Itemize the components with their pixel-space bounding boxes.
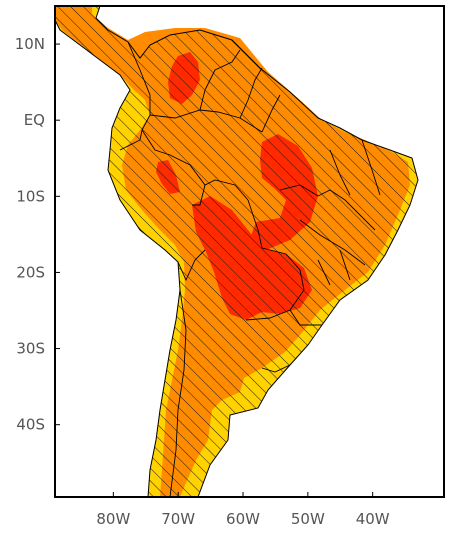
latitude-label: EQ xyxy=(24,111,45,129)
latitude-label: 20S xyxy=(16,263,45,281)
longitude-label: 70W xyxy=(161,510,195,528)
longitude-label: 80W xyxy=(96,510,130,528)
latitude-label: 10N xyxy=(15,35,45,53)
longitude-axis: 80W 70W 60W 50W 40W xyxy=(96,492,390,528)
latitude-label: 10S xyxy=(16,187,45,205)
country-borders xyxy=(119,41,381,497)
longitude-label: 60W xyxy=(226,510,260,528)
map-area xyxy=(55,6,419,497)
latitude-axis: 10N EQ 10S 20S 30S 40S xyxy=(15,35,60,434)
hatch-overlay xyxy=(55,6,418,497)
latitude-label: 40S xyxy=(16,416,45,434)
latitude-label: 30S xyxy=(16,340,45,358)
longitude-label: 50W xyxy=(291,510,325,528)
map-frame xyxy=(54,5,445,498)
longitude-label: 40W xyxy=(356,510,390,528)
coastline xyxy=(55,6,419,497)
